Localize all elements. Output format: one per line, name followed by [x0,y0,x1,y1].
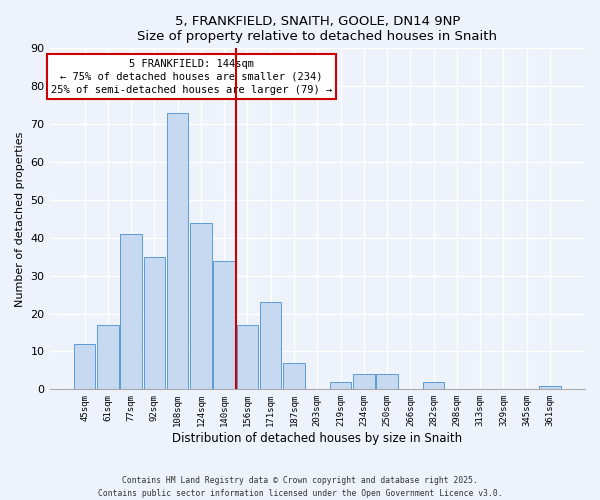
Bar [143,256,165,390]
Bar [190,222,212,390]
Text: Contains HM Land Registry data © Crown copyright and database right 2025.
Contai: Contains HM Land Registry data © Crown c… [98,476,502,498]
Bar [167,112,188,390]
Bar [260,302,281,390]
Bar [283,363,305,390]
Bar [330,382,351,390]
Bar [121,234,142,390]
Text: 5 FRANKFIELD: 144sqm
← 75% of detached houses are smaller (234)
25% of semi-deta: 5 FRANKFIELD: 144sqm ← 75% of detached h… [51,58,332,95]
Title: 5, FRANKFIELD, SNAITH, GOOLE, DN14 9NP
Size of property relative to detached hou: 5, FRANKFIELD, SNAITH, GOOLE, DN14 9NP S… [137,15,497,43]
Bar [97,325,119,390]
X-axis label: Distribution of detached houses by size in Snaith: Distribution of detached houses by size … [172,432,463,445]
Bar [214,260,235,390]
Bar [539,386,560,390]
Bar [423,382,445,390]
Bar [376,374,398,390]
Bar [353,374,374,390]
Y-axis label: Number of detached properties: Number of detached properties [15,131,25,306]
Bar [237,325,258,390]
Bar [74,344,95,390]
